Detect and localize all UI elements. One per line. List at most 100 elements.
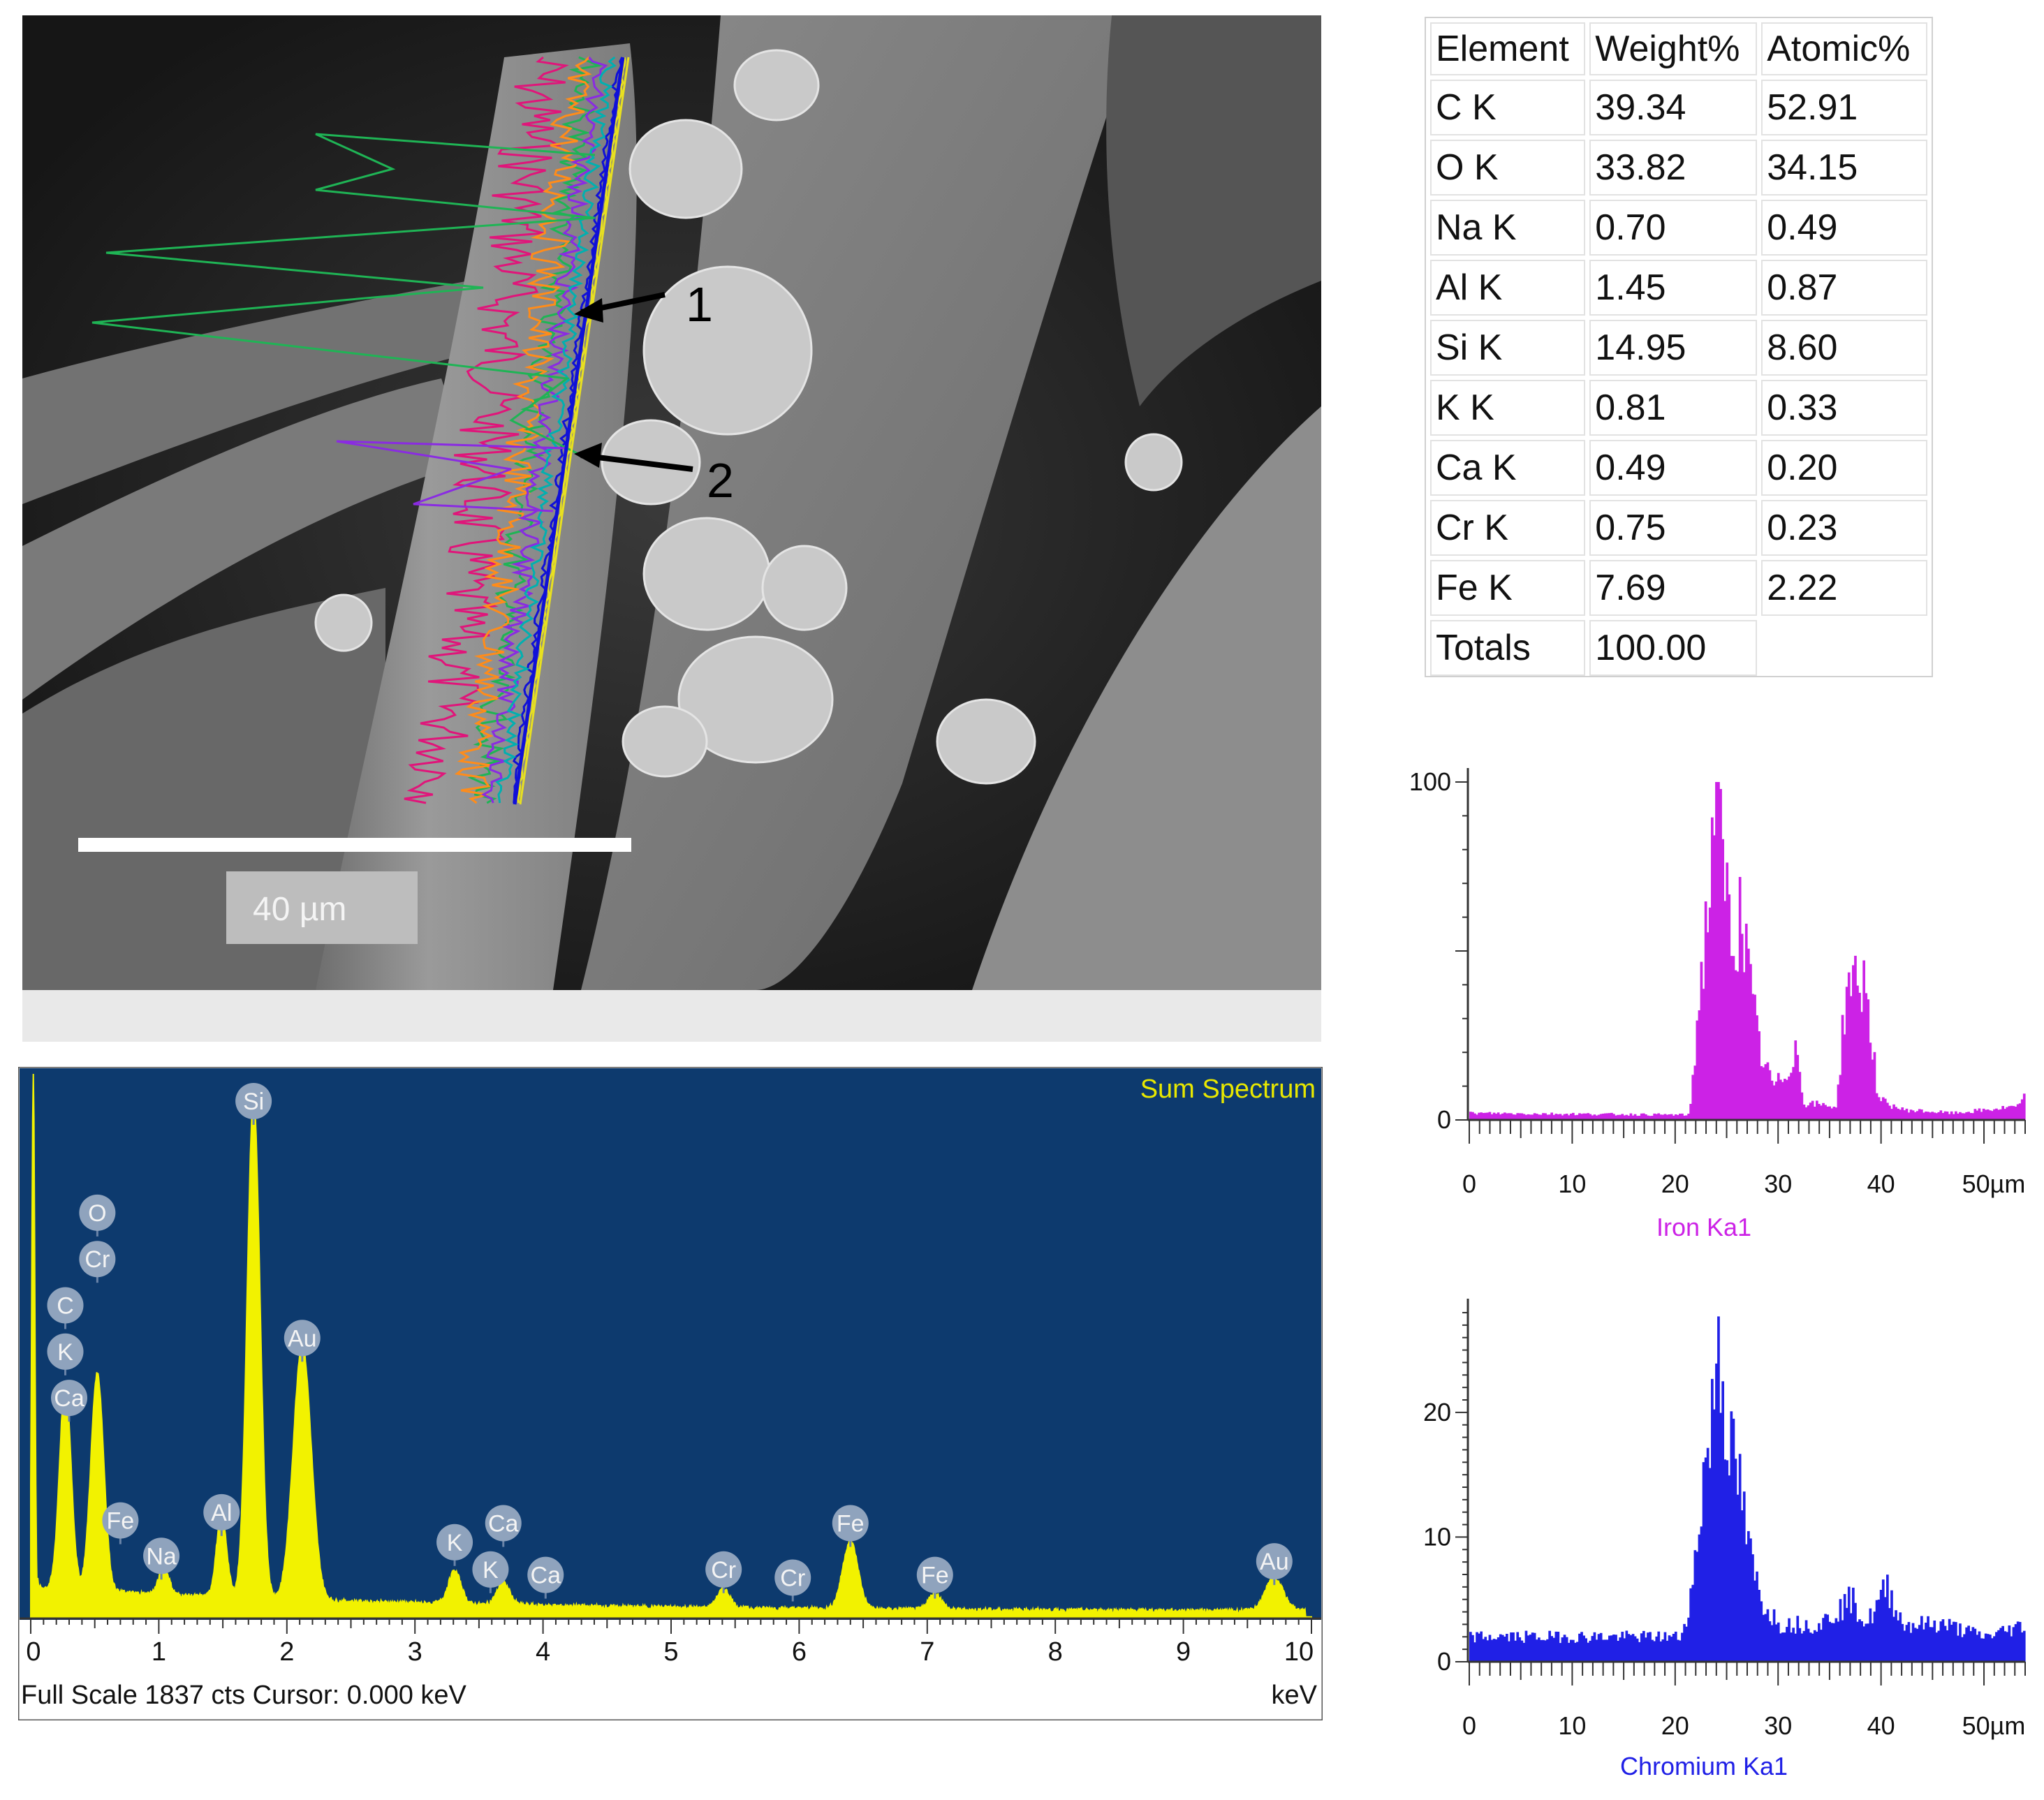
profile-bar xyxy=(1726,862,1729,1120)
profile-bar xyxy=(1478,1633,1480,1662)
profile-bar xyxy=(1552,1637,1556,1662)
profile-bar xyxy=(1612,1114,1615,1120)
profile-bar xyxy=(1734,970,1737,1120)
profile-bar xyxy=(1524,1630,1528,1662)
profile-bar xyxy=(1933,1112,1936,1120)
profile-bar xyxy=(1518,1637,1522,1662)
profile-bar xyxy=(1657,1631,1661,1662)
profile-bar xyxy=(1897,1108,1899,1120)
peak-label-badge xyxy=(47,1287,84,1324)
profile-bar xyxy=(1820,1630,1823,1662)
profile-bar xyxy=(1693,1550,1697,1662)
profile-bar xyxy=(1978,1631,1981,1662)
profile-bar xyxy=(1892,1616,1895,1662)
profile-bar xyxy=(1925,1112,1927,1120)
profile-bar xyxy=(1980,1638,1983,1662)
peak-label: Cr xyxy=(79,1241,116,1283)
peak-label-badge xyxy=(436,1524,473,1561)
profile-bar xyxy=(1591,1636,1594,1662)
profile-bar xyxy=(1916,1628,1919,1662)
profile-bar xyxy=(1816,1100,1818,1120)
peak-label: Au xyxy=(284,1320,321,1362)
profile-bar xyxy=(1920,1616,1923,1662)
profile-bar xyxy=(1704,901,1707,1120)
profile-bar xyxy=(1661,1114,1665,1120)
profile-bar xyxy=(1843,1034,1846,1120)
weight-cell: 0.49 xyxy=(1589,440,1758,496)
profile-bar xyxy=(1758,1590,1760,1662)
spectrum-tick-label: 0 xyxy=(26,1637,41,1667)
profile-bar xyxy=(1612,1635,1615,1662)
profile-bar xyxy=(1518,1113,1522,1120)
atomic-cell: 0.49 xyxy=(1761,200,1927,256)
profile-bar xyxy=(1554,1114,1558,1120)
profile-bar xyxy=(1506,1634,1508,1662)
profile-y-tick-label: 20 xyxy=(1423,1398,1451,1426)
profile-bar xyxy=(1969,1113,1973,1120)
atomic-cell: 0.23 xyxy=(1761,500,1927,556)
element-cell: Na K xyxy=(1430,200,1586,256)
profile-bar xyxy=(1982,1638,1985,1662)
profile-bar xyxy=(1615,1635,1617,1662)
profile-bar xyxy=(1605,1639,1609,1662)
profile-bar xyxy=(1544,1113,1547,1120)
marker-1-label: 1 xyxy=(686,277,713,332)
profile-bar xyxy=(1753,1580,1756,1662)
line-scan-trace xyxy=(517,57,626,804)
element-cell: C K xyxy=(1430,80,1586,135)
profile-bar xyxy=(1550,1636,1553,1662)
profile-bar xyxy=(1756,1015,1758,1120)
profile-bar xyxy=(1886,1574,1889,1662)
profile-bar xyxy=(2006,1107,2009,1120)
profile-bar xyxy=(1482,1639,1485,1662)
profile-bar xyxy=(1758,1031,1760,1120)
profile-bar xyxy=(1800,1092,1804,1120)
profile-bar xyxy=(2008,1106,2011,1120)
profile-bar xyxy=(1871,1623,1874,1662)
profile-bar xyxy=(1554,1631,1558,1662)
profile-bar xyxy=(1478,1112,1480,1120)
profile-bar xyxy=(1649,1632,1652,1662)
profile-bar xyxy=(2010,1105,2013,1120)
profile-bar xyxy=(1828,1621,1831,1662)
profile-x-tick-label: 10 xyxy=(1558,1711,1586,1740)
line-scan-path xyxy=(519,57,630,805)
peak-label: Au xyxy=(1256,1543,1293,1586)
atomic-cell: 8.60 xyxy=(1761,320,1927,376)
spectrum-x-axis: 0 1 2 3 4 5 6 7 8 9 10 xyxy=(20,1617,1321,1667)
peak-label-text: Au xyxy=(1260,1549,1289,1575)
profile-bar xyxy=(1601,1639,1605,1662)
profile-bar xyxy=(1593,1114,1596,1120)
profile-bar xyxy=(1913,1112,1917,1120)
spectrum-tick-label: 7 xyxy=(920,1637,934,1667)
peak-label-badge xyxy=(235,1083,272,1119)
table-row: Fe K 7.69 2.22 xyxy=(1430,560,1927,616)
profile-bar xyxy=(1649,1116,1652,1120)
profile-bar xyxy=(1595,1115,1598,1120)
profile-bar xyxy=(1538,1114,1541,1120)
profile-bar xyxy=(1892,1104,1895,1120)
profile-x-tick-label: 20 xyxy=(1661,1170,1689,1198)
chromium-profile-series-label: Chromium Ka1 xyxy=(1620,1752,1788,1780)
weight-cell: 0.75 xyxy=(1589,500,1758,556)
profile-bar xyxy=(1484,1637,1487,1662)
profile-bar xyxy=(1854,1602,1857,1662)
profile-y-tick-label: 10 xyxy=(1423,1522,1451,1551)
profile-bar xyxy=(1939,1110,1943,1120)
profile-bar xyxy=(1685,1115,1688,1120)
profile-bar xyxy=(2018,1103,2022,1120)
profile-bar xyxy=(1704,1457,1707,1662)
profile-bar xyxy=(1617,1114,1619,1120)
peak-label-badge xyxy=(284,1320,321,1357)
atomic-cell: 0.87 xyxy=(1761,260,1927,316)
profile-x-tick-label: 50µm xyxy=(1962,1170,2026,1198)
profile-bar xyxy=(2003,1109,2007,1120)
profile-bar xyxy=(1535,1639,1538,1662)
scale-bar-label-box xyxy=(226,871,418,944)
profile-bar xyxy=(1565,1637,1568,1662)
peak-label-text: K xyxy=(483,1557,499,1584)
element-cell: Ca K xyxy=(1430,440,1586,496)
profile-bar xyxy=(1899,1612,1902,1662)
